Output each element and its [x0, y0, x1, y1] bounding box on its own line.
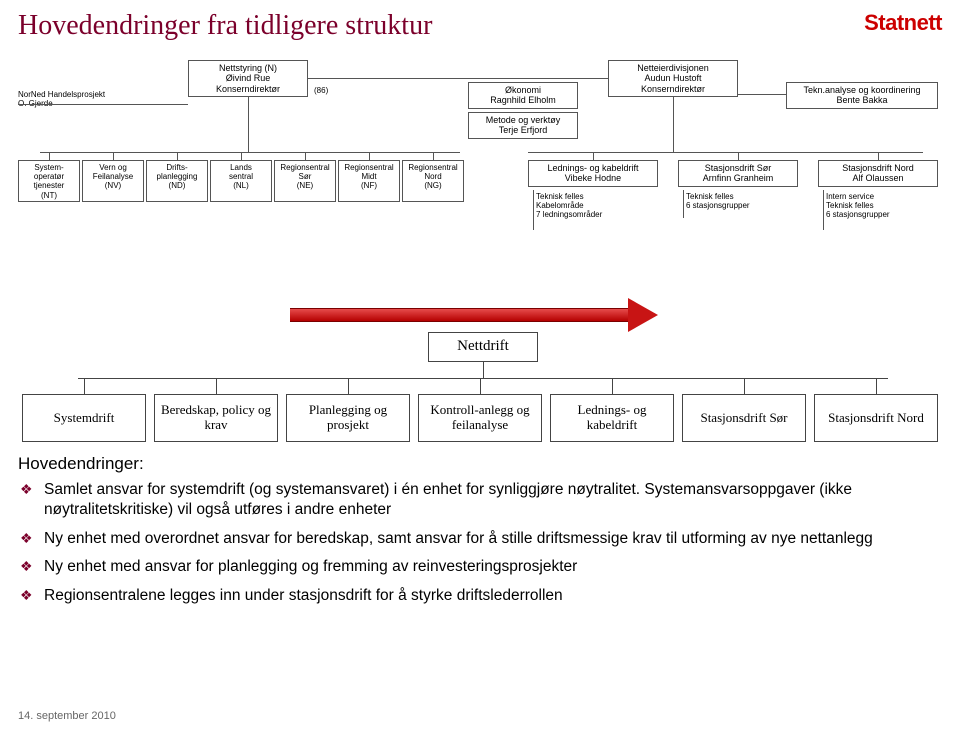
old-okonomi: Økonomi Ragnhild Elholm [468, 82, 578, 109]
label: Øivind Rue [192, 73, 304, 83]
bullet-item: Ny enhet med overordnet ansvar for bered… [18, 529, 930, 549]
hovedendringer-heading: Hovedendringer: [18, 454, 930, 474]
arrow-head-icon [628, 298, 658, 332]
old-stas-sor: Stasjonsdrift Sør Arnfinn Granheim [678, 160, 798, 187]
label: Alf Olaussen [822, 173, 934, 183]
old-stassor-sub: Teknisk felles 6 stasjonsgrupper [686, 192, 806, 210]
old-row2-box: RegionsentralNord(NG) [402, 160, 464, 202]
label: Tekn.analyse og koordinering [790, 85, 934, 95]
new-box: Kontroll-anlegg og feilanalyse [418, 394, 542, 442]
new-box: Beredskap, policy og krav [154, 394, 278, 442]
transform-arrow [290, 298, 670, 332]
label: Arnfinn Granheim [682, 173, 794, 183]
old-netteier: Netteierdivisjonen Audun Hustoft Konsern… [608, 60, 738, 97]
page-title: Hovedendringer fra tidligere struktur [18, 10, 432, 42]
label: Netteierdivisjonen [612, 63, 734, 73]
old-row2-box: Landssentral(NL) [210, 160, 272, 202]
label: Konserndirektør [192, 84, 304, 94]
label: Audun Hustoft [612, 73, 734, 83]
label: Økonomi [472, 85, 574, 95]
old-row2-box: RegionsentralSør(NE) [274, 160, 336, 202]
label: Stasjonsdrift Sør [682, 163, 794, 173]
label: Ragnhild Elholm [472, 95, 574, 105]
arrow-shaft [290, 308, 630, 322]
logo-text: Statnett [864, 10, 942, 35]
label: Terje Erfjord [472, 125, 574, 135]
old-ledn-sub: Teknisk felles Kabelområde 7 ledningsomr… [536, 192, 666, 220]
label: Nettstyring (N) [192, 63, 304, 73]
old-metode: Metode og verktøy Terje Erfjord [468, 112, 578, 139]
old-stasnord-sub: Intern service Teknisk felles 6 stasjons… [826, 192, 946, 220]
badge: (86) [314, 86, 328, 95]
label: Konserndirektør [612, 84, 734, 94]
new-box: Lednings- og kabeldrift [550, 394, 674, 442]
label: Metode og verktøy [472, 115, 574, 125]
bullet-list: Samlet ansvar for systemdrift (og system… [18, 480, 930, 606]
new-box: Stasjonsdrift Nord [814, 394, 938, 442]
old-ledn: Lednings- og kabeldrift Vibeke Hodne [528, 160, 658, 187]
old-row2-box: RegionsentralMidt(NF) [338, 160, 400, 202]
new-root: Nettdrift [428, 332, 538, 362]
bullet-item: Regionsentralene legges inn under stasjo… [18, 586, 930, 606]
bullet-item: Ny enhet med ansvar for planlegging og f… [18, 557, 930, 577]
old-nornede: NorNed Handelsprosjekt O. Gjerde [18, 90, 138, 108]
old-row2-box: Drifts-planlegging(ND) [146, 160, 208, 202]
label: Vibeke Hodne [532, 173, 654, 183]
label: Stasjonsdrift Nord [822, 163, 934, 173]
old-tekn: Tekn.analyse og koordinering Bente Bakka [786, 82, 938, 109]
bullet-item: Samlet ansvar for systemdrift (og system… [18, 480, 930, 521]
old-row2-box: System-operatørtjenester(NT) [18, 160, 80, 202]
old-nettstyring: Nettstyring (N) Øivind Rue Konserndirekt… [188, 60, 308, 97]
label: NorNed Handelsprosjekt [18, 90, 105, 99]
logo: Statnett [864, 10, 942, 36]
old-row2-box: Vern ogFeilanalyse(NV) [82, 160, 144, 202]
label: Bente Bakka [790, 95, 934, 105]
label: Lednings- og kabeldrift [532, 163, 654, 173]
new-box: Planlegging og prosjekt [286, 394, 410, 442]
old-stas-nord: Stasjonsdrift Nord Alf Olaussen [818, 160, 938, 187]
footer-date: 14. september 2010 [18, 710, 116, 722]
content-section: Hovedendringer: Samlet ansvar for system… [18, 454, 930, 614]
new-box: Systemdrift [22, 394, 146, 442]
new-box: Stasjonsdrift Sør [682, 394, 806, 442]
